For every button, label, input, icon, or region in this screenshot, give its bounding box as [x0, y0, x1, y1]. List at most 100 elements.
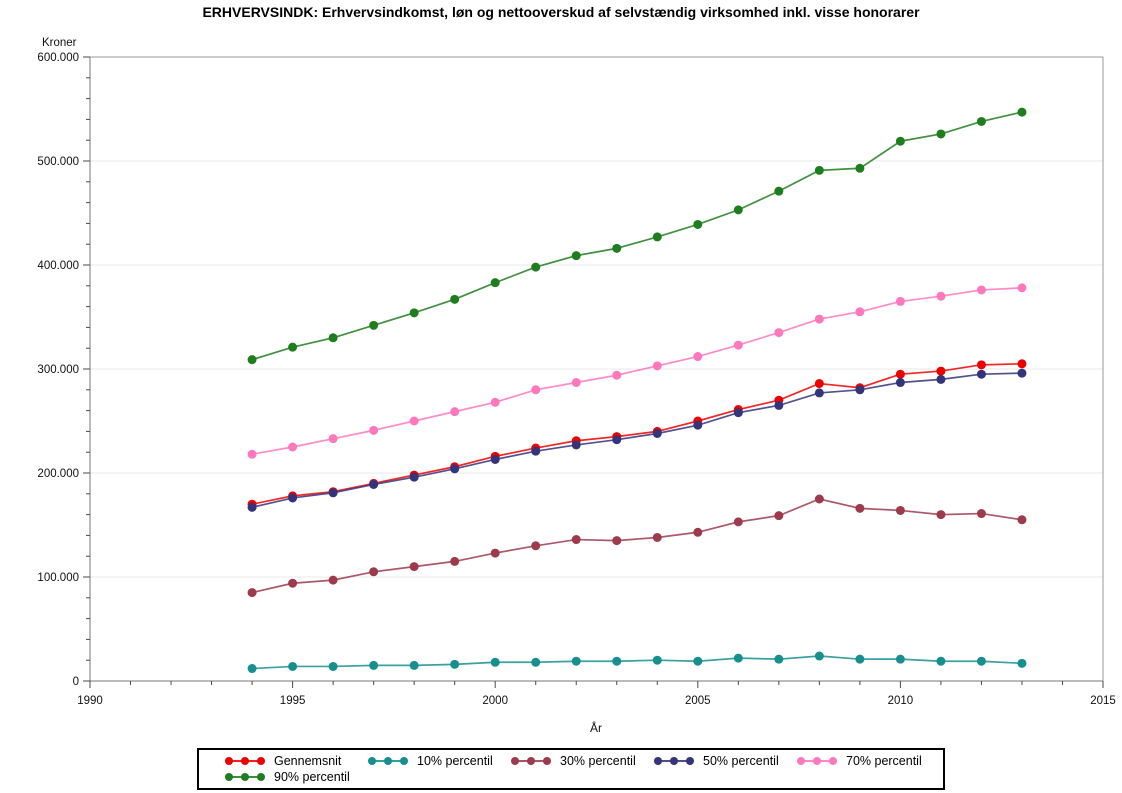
- series-line-10-percentil: [252, 655, 1023, 670]
- series-marker-70-percentil: [1017, 283, 1027, 293]
- series-marker-30-percentil: [936, 510, 946, 520]
- series-marker-30-percentil: [693, 527, 703, 537]
- y-tick-label: 300.000: [37, 364, 79, 376]
- series-marker-30-percentil: [652, 532, 662, 542]
- legend-item-30-percentil: 30% percentil: [509, 753, 652, 769]
- legend-dot: [384, 757, 392, 765]
- series-line-90-percentil: [251, 111, 1023, 361]
- legend-label-30-percentil: 30% percentil: [560, 754, 636, 768]
- series-marker-30-percentil: [976, 509, 986, 519]
- series-marker-30-percentil: [814, 494, 824, 504]
- legend-dot: [654, 757, 662, 765]
- legend-dot: [257, 773, 265, 781]
- series-marker-90-percentil: [855, 163, 865, 173]
- series-marker-70-percentil: [693, 352, 703, 362]
- gridlines: [90, 56, 1103, 578]
- series-marker-gennemsnit: [895, 369, 905, 379]
- series-marker-50-percentil: [531, 446, 541, 456]
- legend-marker-90-percentil: [225, 773, 265, 781]
- legend-item-10-percentil: 10% percentil: [366, 753, 509, 769]
- legend-marker-gennemsnit: [225, 757, 265, 765]
- y-tick-label: 200.000: [37, 468, 79, 480]
- legend-dot: [527, 757, 535, 765]
- series-marker-50-percentil: [247, 502, 257, 512]
- series-50-percentil: [247, 368, 1027, 512]
- series-marker-50-percentil: [774, 400, 784, 410]
- series-marker-30-percentil: [490, 548, 500, 558]
- series-marker-10-percentil: [612, 656, 622, 666]
- series-marker-70-percentil: [369, 425, 379, 435]
- series-marker-90-percentil: [450, 294, 460, 304]
- series-marker-70-percentil: [490, 397, 500, 407]
- legend-dot: [241, 773, 249, 781]
- series-marker-10-percentil: [693, 656, 703, 666]
- x-tick-label: 2005: [685, 695, 711, 707]
- legend-dot: [368, 757, 376, 765]
- series-marker-50-percentil: [652, 428, 662, 438]
- series-marker-90-percentil: [693, 219, 703, 229]
- series-70-percentil: [247, 283, 1027, 459]
- series-marker-10-percentil: [1017, 658, 1027, 668]
- x-tick-label: 2000: [482, 695, 508, 707]
- series-marker-30-percentil: [369, 567, 379, 577]
- legend-item-90-percentil: 90% percentil: [223, 769, 366, 785]
- series-marker-90-percentil: [1017, 107, 1027, 117]
- series-marker-90-percentil: [328, 333, 338, 343]
- legend-dot: [257, 757, 265, 765]
- series-marker-90-percentil: [652, 232, 662, 242]
- series-marker-30-percentil: [288, 578, 298, 588]
- line-chart: 0 100.000 200.000 300.000 400.000 500.000 600.…: [37, 37, 1115, 735]
- legend-marker-70-percentil: [797, 757, 837, 765]
- series-marker-90-percentil: [976, 116, 986, 126]
- series-marker-70-percentil: [895, 296, 905, 306]
- series-marker-50-percentil: [288, 493, 298, 503]
- series-marker-50-percentil: [814, 388, 824, 398]
- series-line-50-percentil: [251, 372, 1022, 509]
- series-30-percentil: [247, 494, 1027, 598]
- data-series: [247, 107, 1027, 674]
- legend-label-gennemsnit: Gennemsnit: [274, 754, 342, 768]
- series-marker-90-percentil: [247, 355, 257, 365]
- series-marker-30-percentil: [328, 575, 338, 585]
- series-marker-90-percentil: [814, 165, 824, 175]
- series-marker-50-percentil: [693, 420, 703, 430]
- series-marker-10-percentil: [409, 660, 419, 670]
- series-marker-90-percentil: [571, 251, 581, 261]
- y-tick-label: 600.000: [37, 52, 79, 64]
- legend-item-50-percentil: 50% percentil: [652, 753, 795, 769]
- legend-dot: [400, 757, 408, 765]
- series-marker-50-percentil: [855, 385, 865, 395]
- series-marker-30-percentil: [733, 517, 743, 527]
- series-marker-50-percentil: [490, 454, 500, 464]
- series-marker-10-percentil: [490, 657, 500, 667]
- series-marker-10-percentil: [450, 659, 460, 669]
- series-marker-70-percentil: [571, 378, 581, 388]
- series-marker-90-percentil: [774, 186, 784, 196]
- series-marker-10-percentil: [733, 653, 743, 663]
- x-tick-label: 1990: [77, 695, 103, 707]
- legend-label-90-percentil: 90% percentil: [274, 770, 350, 784]
- series-marker-30-percentil: [571, 535, 581, 545]
- series-marker-70-percentil: [814, 314, 824, 324]
- series-marker-10-percentil: [369, 660, 379, 670]
- series-marker-gennemsnit: [814, 379, 824, 389]
- legend-dot: [797, 757, 805, 765]
- y-tick-label: 0: [73, 676, 79, 688]
- y-tick-label: 100.000: [37, 572, 79, 584]
- series-marker-30-percentil: [1017, 515, 1027, 525]
- series-marker-50-percentil: [450, 464, 460, 474]
- series-marker-70-percentil: [774, 328, 784, 338]
- series-marker-50-percentil: [1017, 368, 1027, 378]
- y-tick-label: 500.000: [37, 156, 79, 168]
- series-marker-50-percentil: [895, 378, 905, 388]
- legend-dot: [225, 757, 233, 765]
- legend-marker-10-percentil: [368, 757, 408, 765]
- legend-item-70-percentil: 70% percentil: [795, 753, 938, 769]
- x-tick-label: 2015: [1090, 695, 1116, 707]
- x-tick-label: 2010: [888, 695, 914, 707]
- axis-tick-labels: 0 100.000 200.000 300.000 400.000 500.000 600.…: [37, 52, 1115, 707]
- series-marker-90-percentil: [490, 278, 500, 288]
- legend-label-10-percentil: 10% percentil: [417, 754, 493, 768]
- series-marker-30-percentil: [247, 588, 257, 598]
- legend-dot: [225, 773, 233, 781]
